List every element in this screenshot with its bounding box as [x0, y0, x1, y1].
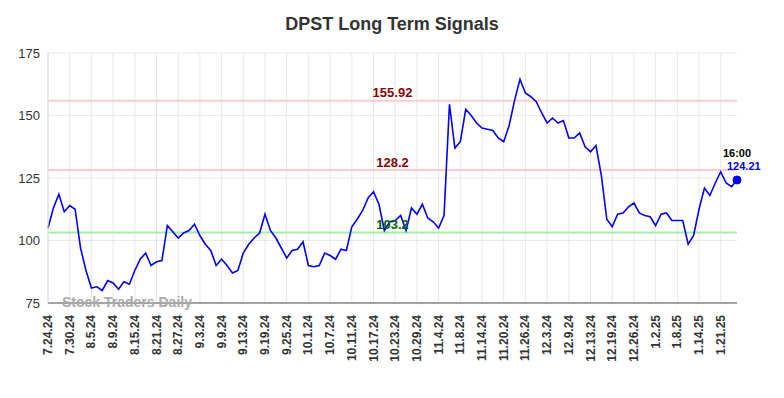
svg-text:10.23.24: 10.23.24	[388, 315, 402, 362]
svg-text:1.14.25: 1.14.25	[692, 315, 706, 355]
svg-text:155.92: 155.92	[373, 85, 413, 100]
svg-text:8.27.24: 8.27.24	[171, 315, 185, 355]
svg-text:9.3.24: 9.3.24	[193, 315, 207, 349]
svg-text:1.8.25: 1.8.25	[670, 315, 684, 349]
svg-text:12.9.24: 12.9.24	[562, 315, 576, 355]
svg-text:8.9.24: 8.9.24	[106, 315, 120, 349]
svg-text:100: 100	[18, 233, 40, 248]
svg-text:9.19.24: 9.19.24	[258, 315, 272, 355]
svg-text:10.29.24: 10.29.24	[410, 315, 424, 362]
svg-text:1.2.25: 1.2.25	[649, 315, 663, 349]
svg-text:12.19.24: 12.19.24	[605, 315, 619, 362]
svg-text:12.26.24: 12.26.24	[627, 315, 641, 362]
html-text:DPST Long Term Signals: DPST Long Term Signals	[285, 14, 499, 34]
svg-text:7.30.24: 7.30.24	[63, 315, 77, 355]
svg-text:75: 75	[26, 296, 40, 311]
svg-text:7.24.24: 7.24.24	[41, 315, 55, 355]
svg-text:11.26.24: 11.26.24	[518, 315, 532, 361]
svg-text:11.4.24: 11.4.24	[432, 315, 446, 355]
svg-text:1.21.25: 1.21.25	[714, 315, 728, 355]
svg-text:12.13.24: 12.13.24	[584, 315, 598, 362]
svg-text:9.25.24: 9.25.24	[280, 315, 294, 355]
svg-text:103.2: 103.2	[376, 217, 409, 232]
html-text:16:00: 16:00	[722, 147, 752, 159]
svg-text:8.15.24: 8.15.24	[128, 315, 142, 355]
svg-text:11.14.24: 11.14.24	[475, 315, 489, 361]
svg-text:12.3.24: 12.3.24	[540, 315, 554, 355]
svg-text:10.7.24: 10.7.24	[323, 315, 337, 355]
svg-text:10.17.24: 10.17.24	[367, 315, 381, 362]
svg-text:125: 125	[18, 171, 40, 186]
svg-text:8.21.24: 8.21.24	[150, 315, 164, 355]
svg-text:128.2: 128.2	[376, 155, 409, 170]
svg-text:11.8.24: 11.8.24	[453, 315, 467, 355]
svg-text:150: 150	[18, 108, 40, 123]
svg-text:9.9.24: 9.9.24	[215, 315, 229, 349]
svg-text:11.20.24: 11.20.24	[497, 315, 511, 361]
svg-text:10.11.24: 10.11.24	[345, 315, 359, 361]
html-text:124.21: 124.21	[727, 160, 761, 172]
html-text:Stock Traders Daily: Stock Traders Daily	[62, 294, 192, 310]
svg-text:10.1.24: 10.1.24	[301, 315, 315, 355]
svg-text:175: 175	[18, 46, 40, 61]
svg-text:9.13.24: 9.13.24	[236, 315, 250, 355]
svg-text:8.5.24: 8.5.24	[84, 315, 98, 349]
